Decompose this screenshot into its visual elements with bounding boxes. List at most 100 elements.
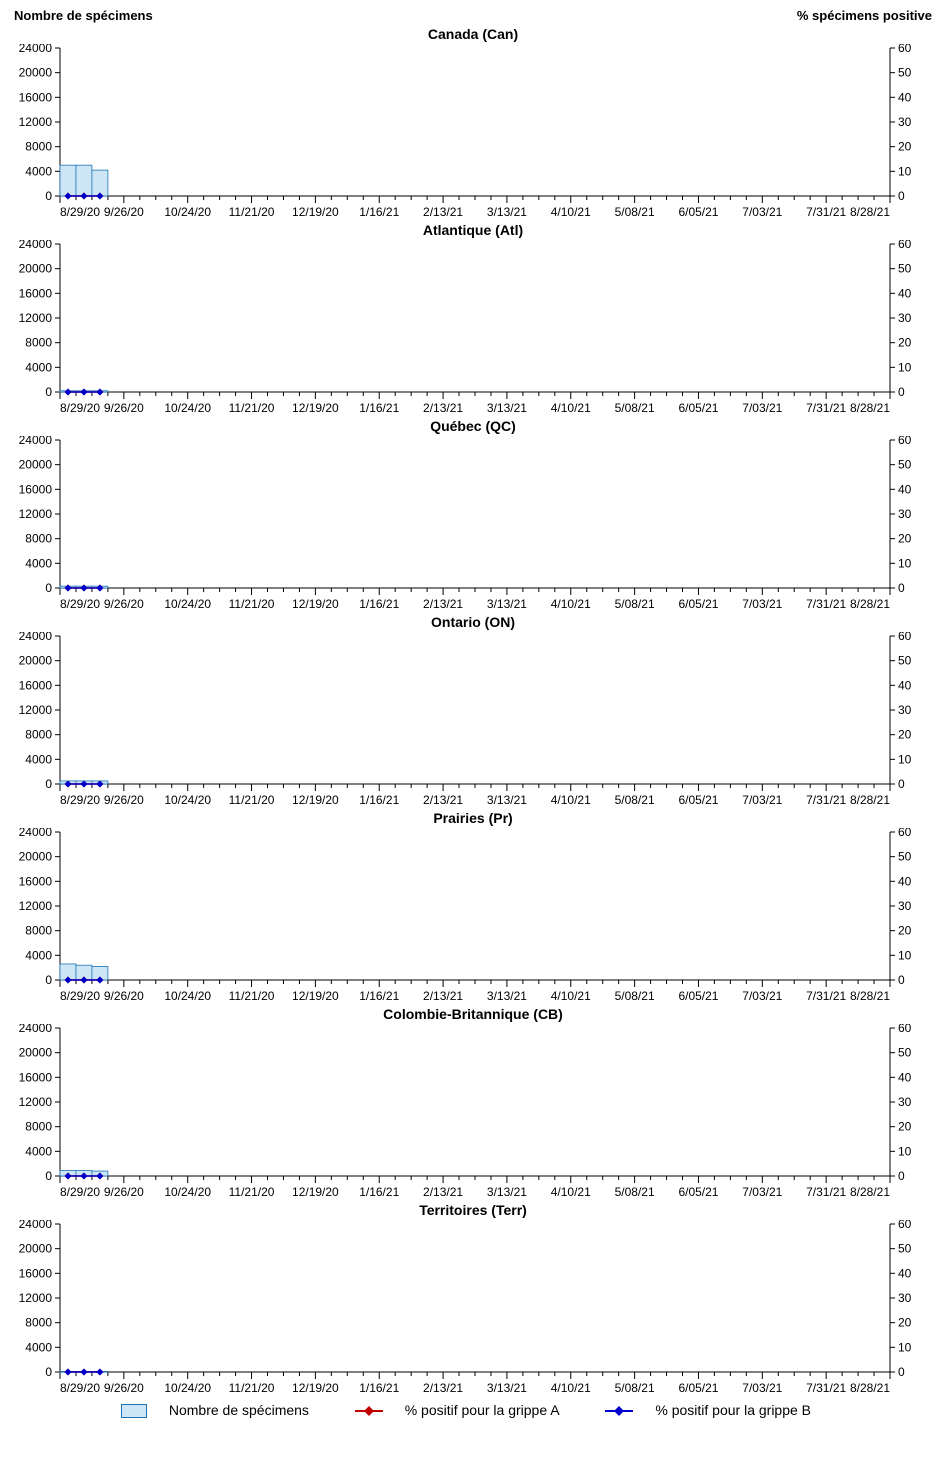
legend-lineB-label: % positif pour la grippe B [655, 1402, 811, 1418]
svg-text:4/10/21: 4/10/21 [551, 1381, 591, 1395]
svg-text:7/31/21: 7/31/21 [806, 205, 846, 219]
svg-text:10/24/20: 10/24/20 [164, 401, 211, 415]
percent-marker [64, 388, 71, 395]
svg-text:8/29/20: 8/29/20 [60, 1185, 100, 1199]
svg-text:40: 40 [898, 1266, 912, 1280]
svg-text:16000: 16000 [19, 1266, 53, 1280]
svg-text:24000: 24000 [19, 632, 53, 643]
svg-text:9/26/20: 9/26/20 [104, 205, 144, 219]
svg-text:8/29/20: 8/29/20 [60, 989, 100, 1003]
svg-text:4/10/21: 4/10/21 [551, 989, 591, 1003]
svg-text:40: 40 [898, 482, 912, 496]
svg-text:4000: 4000 [25, 1340, 52, 1354]
svg-text:2/13/21: 2/13/21 [423, 597, 463, 611]
svg-text:4000: 4000 [25, 1144, 52, 1158]
svg-text:50: 50 [898, 1242, 912, 1256]
svg-text:6/05/21: 6/05/21 [678, 401, 718, 415]
svg-text:40: 40 [898, 286, 912, 300]
svg-text:3/13/21: 3/13/21 [487, 401, 527, 415]
svg-text:20: 20 [898, 336, 912, 350]
svg-text:20000: 20000 [19, 66, 53, 80]
svg-text:3/13/21: 3/13/21 [487, 1185, 527, 1199]
svg-text:60: 60 [898, 632, 912, 643]
svg-text:7/03/21: 7/03/21 [742, 205, 782, 219]
svg-text:6/05/21: 6/05/21 [678, 1185, 718, 1199]
svg-text:3/13/21: 3/13/21 [487, 1381, 527, 1395]
percent-marker [96, 1368, 103, 1375]
svg-text:4000: 4000 [25, 948, 52, 962]
percent-marker [80, 388, 87, 395]
svg-text:0: 0 [898, 385, 905, 399]
svg-text:60: 60 [898, 240, 912, 251]
svg-text:7/03/21: 7/03/21 [742, 401, 782, 415]
svg-text:4000: 4000 [25, 164, 52, 178]
svg-text:40: 40 [898, 874, 912, 888]
svg-text:2/13/21: 2/13/21 [423, 205, 463, 219]
svg-text:3/13/21: 3/13/21 [487, 205, 527, 219]
legend-swatch-lineA [355, 1410, 383, 1412]
svg-text:24000: 24000 [19, 44, 53, 55]
panel-title: Ontario (ON) [4, 614, 942, 630]
svg-text:10: 10 [898, 948, 912, 962]
svg-text:11/21/20: 11/21/20 [229, 597, 275, 611]
panel-title: Territoires (Terr) [4, 1202, 942, 1218]
chart-panel: Colombie-Britannique (CB)040008000120001… [4, 1006, 942, 1202]
svg-text:10/24/20: 10/24/20 [164, 989, 211, 1003]
svg-text:20000: 20000 [19, 458, 53, 472]
specimen-bar [92, 170, 108, 196]
svg-text:40: 40 [898, 90, 912, 104]
svg-text:0: 0 [45, 973, 52, 987]
svg-text:12000: 12000 [19, 899, 53, 913]
svg-text:20: 20 [898, 1120, 912, 1134]
y-right-axis-label: % spécimens positive [797, 8, 932, 23]
svg-text:2/13/21: 2/13/21 [423, 1185, 463, 1199]
svg-text:0: 0 [45, 385, 52, 399]
svg-text:50: 50 [898, 654, 912, 668]
svg-text:9/26/20: 9/26/20 [104, 793, 144, 807]
svg-text:10: 10 [898, 164, 912, 178]
svg-text:8/29/20: 8/29/20 [60, 401, 100, 415]
chart-panel: Québec (QC)04000800012000160002000024000… [4, 418, 942, 614]
svg-text:11/21/20: 11/21/20 [229, 1381, 275, 1395]
svg-text:0: 0 [45, 1365, 52, 1379]
svg-text:2/13/21: 2/13/21 [423, 793, 463, 807]
svg-text:11/21/20: 11/21/20 [229, 989, 275, 1003]
svg-text:7/03/21: 7/03/21 [742, 1185, 782, 1199]
svg-text:7/03/21: 7/03/21 [742, 1381, 782, 1395]
svg-text:9/26/20: 9/26/20 [104, 989, 144, 1003]
svg-text:0: 0 [898, 189, 905, 203]
specimen-bar [60, 165, 76, 196]
percent-marker [64, 1368, 71, 1375]
chart-panel: Prairies (Pr)040008000120001600020000240… [4, 810, 942, 1006]
svg-text:7/31/21: 7/31/21 [806, 989, 846, 1003]
percent-marker [80, 1368, 87, 1375]
svg-text:5/08/21: 5/08/21 [615, 1381, 655, 1395]
svg-text:16000: 16000 [19, 286, 53, 300]
svg-text:5/08/21: 5/08/21 [615, 401, 655, 415]
legend: Nombre de spécimens % positif pour la gr… [4, 1398, 942, 1418]
svg-text:0: 0 [898, 1365, 905, 1379]
percent-marker [96, 388, 103, 395]
svg-text:20000: 20000 [19, 654, 53, 668]
svg-text:30: 30 [898, 507, 912, 521]
svg-text:7/31/21: 7/31/21 [806, 1185, 846, 1199]
legend-item-lineB: % positif pour la grippe B [605, 1402, 825, 1418]
svg-text:12000: 12000 [19, 703, 53, 717]
legend-swatch-lineB [605, 1410, 633, 1412]
svg-text:12/19/20: 12/19/20 [292, 205, 339, 219]
svg-text:40: 40 [898, 1070, 912, 1084]
svg-text:12000: 12000 [19, 507, 53, 521]
legend-item-bar: Nombre de spécimens [121, 1402, 327, 1418]
svg-text:20000: 20000 [19, 1046, 53, 1060]
svg-text:4/10/21: 4/10/21 [551, 205, 591, 219]
svg-text:4000: 4000 [25, 752, 52, 766]
svg-text:5/08/21: 5/08/21 [615, 205, 655, 219]
svg-text:20: 20 [898, 532, 912, 546]
svg-text:8000: 8000 [25, 924, 52, 938]
svg-text:12000: 12000 [19, 1291, 53, 1305]
svg-text:10: 10 [898, 752, 912, 766]
svg-text:8/28/21: 8/28/21 [850, 205, 890, 219]
svg-text:0: 0 [45, 581, 52, 595]
svg-text:12/19/20: 12/19/20 [292, 1381, 339, 1395]
svg-text:7/31/21: 7/31/21 [806, 793, 846, 807]
